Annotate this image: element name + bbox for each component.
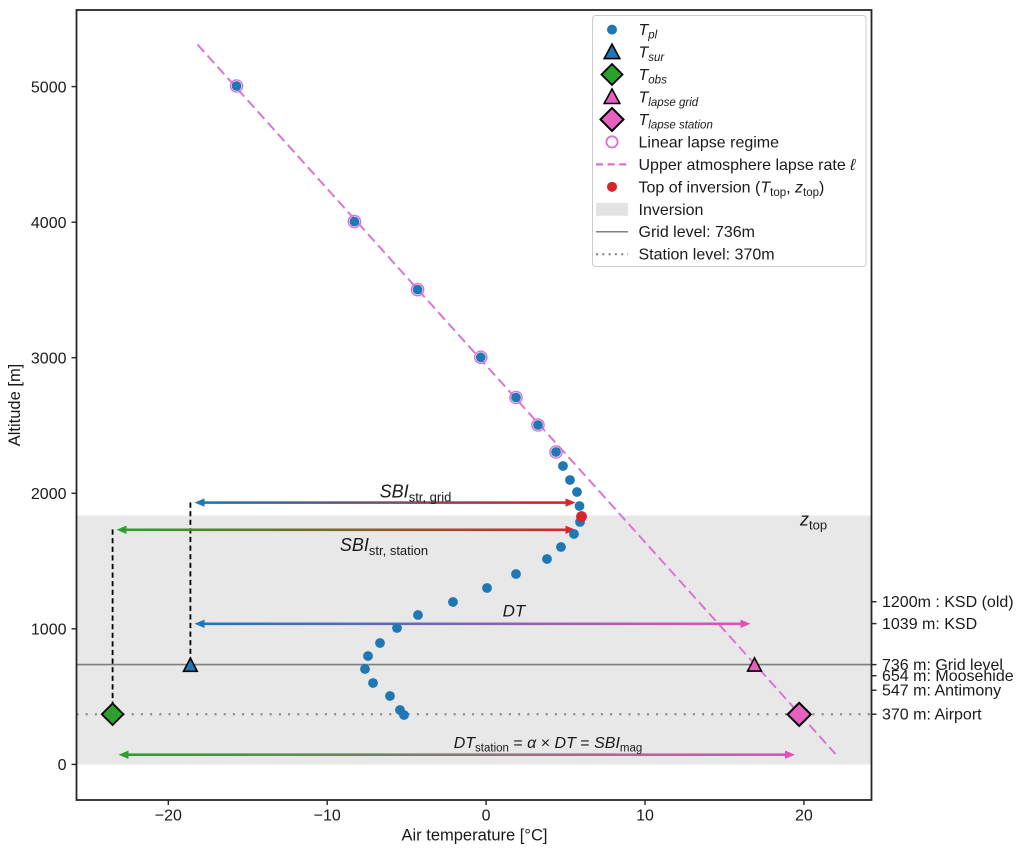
svg-text:Linear lapse regime: Linear lapse regime (639, 134, 780, 151)
svg-text:370 m: Airport: 370 m: Airport (882, 707, 982, 724)
svg-text:654 m: Moosehide: 654 m: Moosehide (882, 668, 1014, 685)
svg-text:Inversion: Inversion (639, 202, 704, 219)
svg-text:4000: 4000 (31, 215, 67, 232)
svg-text:2000: 2000 (31, 486, 67, 503)
svg-text:−20: −20 (155, 808, 182, 825)
svg-text:Top of inversion (Ttop, ztop): Top of inversion (Ttop, ztop) (639, 179, 825, 199)
svg-text:0: 0 (482, 808, 491, 825)
svg-text:Air temperature [°C]: Air temperature [°C] (402, 827, 548, 845)
svg-text:5000: 5000 (31, 79, 67, 96)
svg-text:547 m: Antimony: 547 m: Antimony (882, 683, 1001, 700)
svg-text:Tobs: Tobs (639, 67, 668, 87)
svg-text:1200m : KSD (old): 1200m : KSD (old) (882, 594, 1014, 611)
svg-text:Tpl: Tpl (639, 22, 658, 42)
svg-text:DT: DT (503, 602, 527, 621)
svg-text:Station level: 370m: Station level: 370m (639, 247, 775, 264)
svg-text:SBIstr, station: SBIstr, station (340, 535, 428, 558)
svg-text:1039 m: KSD: 1039 m: KSD (882, 616, 977, 633)
svg-text:SBIstr, grid: SBIstr, grid (380, 482, 452, 505)
svg-text:Altitude [m]: Altitude [m] (6, 364, 24, 447)
svg-text:Tsur: Tsur (639, 45, 666, 64)
svg-text:736 m: Grid level: 736 m: Grid level (882, 657, 1003, 674)
svg-text:DTstation = α × DT = SBImag: DTstation = α × DT = SBImag (454, 735, 643, 755)
svg-text:1000: 1000 (31, 622, 67, 639)
svg-text:10: 10 (636, 808, 654, 825)
svg-text:20: 20 (795, 808, 813, 825)
svg-text:0: 0 (58, 757, 67, 774)
svg-text:Tlapse station: Tlapse station (639, 112, 713, 132)
svg-text:Grid level: 736m: Grid level: 736m (639, 224, 756, 241)
svg-text:Upper atmosphere lapse rate ℓ: Upper atmosphere lapse rate ℓ (639, 157, 857, 174)
svg-text:3000: 3000 (31, 350, 67, 367)
svg-text:Tlapse grid: Tlapse grid (639, 89, 699, 109)
svg-text:ztop: ztop (799, 510, 827, 533)
svg-text:−10: −10 (314, 808, 341, 825)
